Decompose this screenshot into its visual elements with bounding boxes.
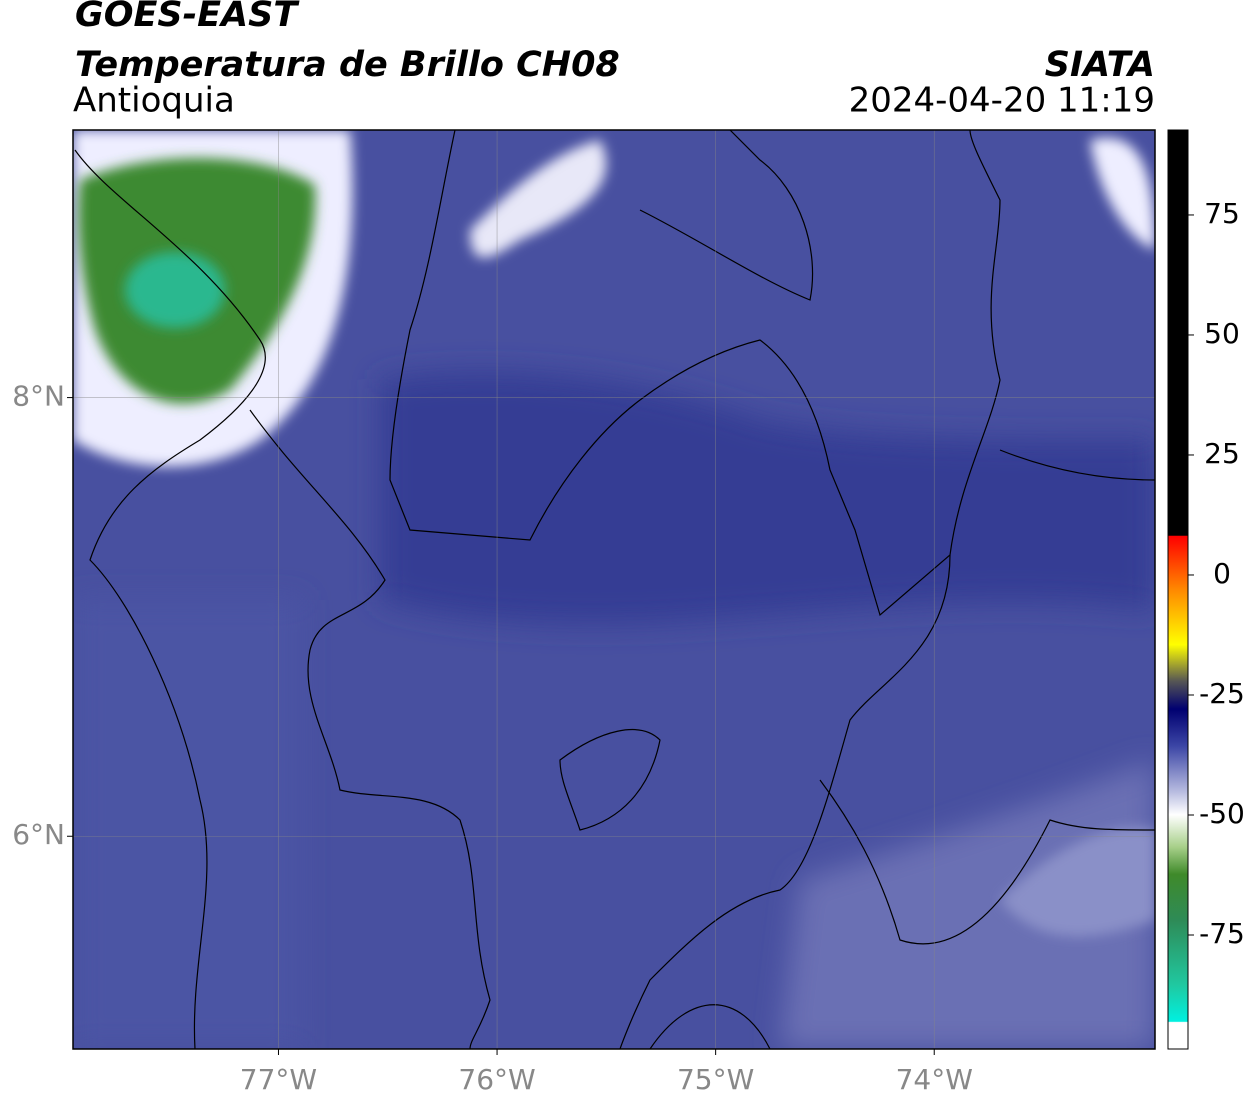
- title: GOES-EAST: [75, 0, 300, 35]
- x-tick-label: 77°W: [240, 1063, 317, 1096]
- region: Antioquia: [73, 81, 235, 121]
- colorbar-label: 50: [1204, 317, 1240, 350]
- x-tick-label: 75°W: [677, 1063, 754, 1096]
- colorbar: [1167, 129, 1189, 1050]
- x-tick-label: 74°W: [896, 1063, 973, 1096]
- map-image: [73, 130, 1155, 1049]
- x-tick-label: 76°W: [458, 1063, 535, 1096]
- colorbar-label: -25: [1199, 677, 1245, 710]
- map-frame: [72, 129, 1156, 1050]
- source: SIATA: [1045, 45, 1155, 85]
- colorbar-label: 25: [1204, 437, 1240, 470]
- colorbar-label: -50: [1199, 797, 1245, 830]
- colorbar-label: 0: [1213, 557, 1231, 590]
- colorbar-label: -75: [1199, 917, 1245, 950]
- y-tick-label: 6°N: [12, 818, 65, 851]
- subtitle: Temperatura de Brillo CH08: [75, 45, 620, 85]
- timestamp: 2024-04-20 11:19: [849, 81, 1155, 121]
- y-tick-label: 8°N: [12, 380, 65, 413]
- colorbar-label: 75: [1204, 197, 1240, 230]
